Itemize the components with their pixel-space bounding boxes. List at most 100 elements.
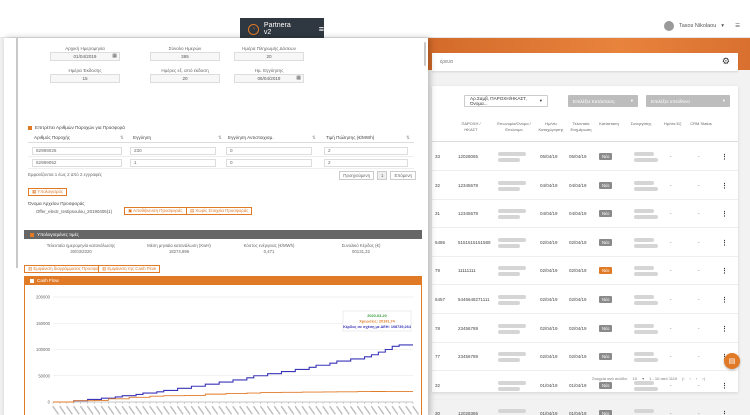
table-row[interactable]: 31 12345678 04/04/19 04/04/19 Νέο - - ⋮ [432,200,738,229]
more-options-icon[interactable]: ⋮ [721,325,728,333]
col-partner[interactable]: Συνεργάτης [630,121,652,126]
filter-input[interactable]: έρευα [440,59,453,65]
x-tick-label [301,405,309,415]
provision-cell[interactable]: 0 [226,159,312,167]
table-row[interactable]: 78 23456789 02/04/19 02/04/19 Νέο - - ⋮ [432,315,738,343]
more-options-icon[interactable]: ⋮ [721,239,728,247]
field-input[interactable]: 365 [150,52,220,61]
last-page-icon[interactable]: ›| [702,376,705,381]
redacted-partner [634,215,658,220]
provision-cell[interactable]: 2 [324,159,408,167]
field-input[interactable]: 15 [50,74,120,83]
provision-cell[interactable]: 62989025 [32,147,122,155]
table-row[interactable]: 30 12028365 01/04/19 01/04/19 Νέο - - ⋮ [432,400,738,415]
table-row[interactable]: 33 12028065 05/04/19 05/04/19 Νέο - - ⋮ [432,143,738,171]
provision-cell[interactable]: 62989052 [32,159,122,167]
list-menu-icon[interactable]: ☰ [735,23,740,29]
field-input[interactable]: 20 [150,74,220,83]
provision-cell[interactable]: 2 [324,147,408,155]
more-options-icon[interactable]: ⋮ [721,154,728,161]
more-options-icon[interactable]: ⋮ [721,382,728,390]
user-menu[interactable]: Tasos Nikolaou ▾ ☰ [664,21,740,31]
col-paroxi[interactable]: ΠΑΡΟΧΗ / ΗΚΑΣΤ [461,121,481,132]
provision-cell[interactable]: 0 [226,147,312,155]
prev-page-icon[interactable]: ‹ [689,376,691,381]
gear-icon[interactable]: ⚙ [721,56,730,66]
next-button[interactable]: Επόμενη [390,171,416,180]
table-row[interactable]: 32 01/04/19 01/04/19 Νέο - - ⋮ [432,372,738,400]
list-pager: Στοιχεία ανά σελίδα: 10 ▾ 1 - 10 από 111… [592,376,705,381]
col-provision[interactable]: Αριθμός Παροχής [34,135,71,140]
save-icon: ▣ [128,208,133,213]
y-tick-label: 0 [48,400,51,405]
page-button[interactable]: 1 [377,171,388,180]
x-tick-label [377,405,385,415]
calculate-button[interactable]: ▦ Υπολογισμός [28,188,68,196]
owner-select[interactable]: Επιλέξτε υπεύθυνο ▾ [646,95,730,107]
scrollbar[interactable] [16,38,18,268]
more-options-icon[interactable]: ⋮ [721,182,728,190]
provision-cell[interactable]: 230 [130,147,216,155]
col-status[interactable]: Κατάσταση [599,121,619,126]
add-document-button[interactable]: ▤ [724,353,740,369]
table-row[interactable]: 32 12345678 04/04/19 04/04/19 Νέο - - ⋮ [432,172,738,200]
calendar-icon[interactable]: ▦ [296,75,301,81]
more-options-icon[interactable]: ⋮ [721,211,728,219]
brand[interactable]: ◔ Partnera v2 ≡ [240,18,324,40]
row-crm: - [698,268,700,274]
hamburger-menu-icon[interactable]: ≡ [318,24,324,34]
sort-icon[interactable]: ⇅ [120,135,124,140]
next-page-icon[interactable]: › [695,376,698,381]
no-offer-button[interactable]: ▤ Χωρίς Στοιχεία Προσφοράς [186,207,253,215]
sort-icon[interactable]: ⇅ [406,135,410,140]
provision-cell[interactable]: 1 [130,159,216,167]
field-input[interactable]: 20 [234,52,304,61]
col-crm[interactable]: CRM Status [690,121,712,126]
row-crm: - [698,354,700,360]
col-guarantee-match[interactable]: Εγγύηση Αντιστοιχισμ. [228,135,274,140]
rows-per-page[interactable]: 10 [632,376,638,381]
redacted-partner [634,158,658,162]
field-input[interactable]: 01/04/2019 ▦ [50,52,120,61]
more-options-icon[interactable]: ⋮ [721,297,728,304]
chevron-down-icon: ▾ [539,98,542,103]
rows-label: Στοιχεία ανά σελίδα: [592,376,628,381]
search-select[interactable]: Αρ.Σαμβ, ΠΑΡΟΧΗ/ΗΚΑΣΤ, Όνομα... ▾ [464,95,548,107]
table-row[interactable]: 5457 5446648271111 02/04/19 02/04/19 Νέο - - ⋮ [432,286,738,314]
save-offer-label: Αποθήκευση Προσφοράς [133,208,183,213]
show-chart-button[interactable]: ▥ Εμφάνιση διαγράμματος Προσφοράς [24,265,110,273]
save-offer-button[interactable]: ▣ Αποθήκευση Προσφοράς [124,207,187,215]
row-crm: - [698,182,700,188]
col-guarantee[interactable]: Εγγύηση [133,135,152,140]
scrollbar-thumb[interactable] [424,42,426,66]
col-updated[interactable]: Τελευταία Ενημέρωση [570,121,592,132]
field-input[interactable]: 06/04/2019 ▦ [234,74,304,83]
first-page-icon[interactable]: |‹ [682,376,685,381]
col-exp[interactable]: Ημ/νία Εξ. [663,121,683,126]
status-select[interactable]: Επιλέξτε Κατάσταση ▾ [568,95,638,107]
x-tick-label [142,405,150,415]
x-tick-label [232,405,240,415]
col-price[interactable]: Τιμή Πώλησης (€/MWh) [326,135,375,140]
sort-icon[interactable]: ⇅ [218,135,222,140]
x-tick-label [156,405,163,415]
sort-icon[interactable]: ⇅ [312,135,316,140]
status-select-label: Επιλέξτε Κατάσταση [573,98,615,104]
calendar-icon[interactable]: ▦ [112,53,117,59]
status-badge: Νέο [599,267,613,275]
table-row[interactable]: 79 11111111 02/04/19 02/04/19 Νέο - - ⋮ [432,257,738,286]
status-badge: Νέο [599,238,613,246]
show-cashflow-button[interactable]: ▥ Εμφάνιση της Cash Flow [98,265,161,273]
more-options-icon[interactable]: ⋮ [721,268,728,276]
row-updated: 02/04/19 [569,297,587,302]
redacted-partner [634,386,658,391]
field-value: 365 [181,54,189,59]
col-created[interactable]: Ημ/νία Καταχώρησης [538,121,564,132]
col-name[interactable]: Επωνυμία/Ονομα / Επώνυμο [497,121,531,132]
prev-button[interactable]: Προηγούμενη [339,171,375,180]
table-row[interactable]: 5486 5151515151589 02/04/19 02/04/19 Νέο - - ⋮ [432,229,738,257]
brand-name: Partnera v2 [263,22,291,36]
more-options-icon[interactable]: ⋮ [721,411,728,415]
summary-title: Υπολογισμένες τιμές [37,232,79,237]
